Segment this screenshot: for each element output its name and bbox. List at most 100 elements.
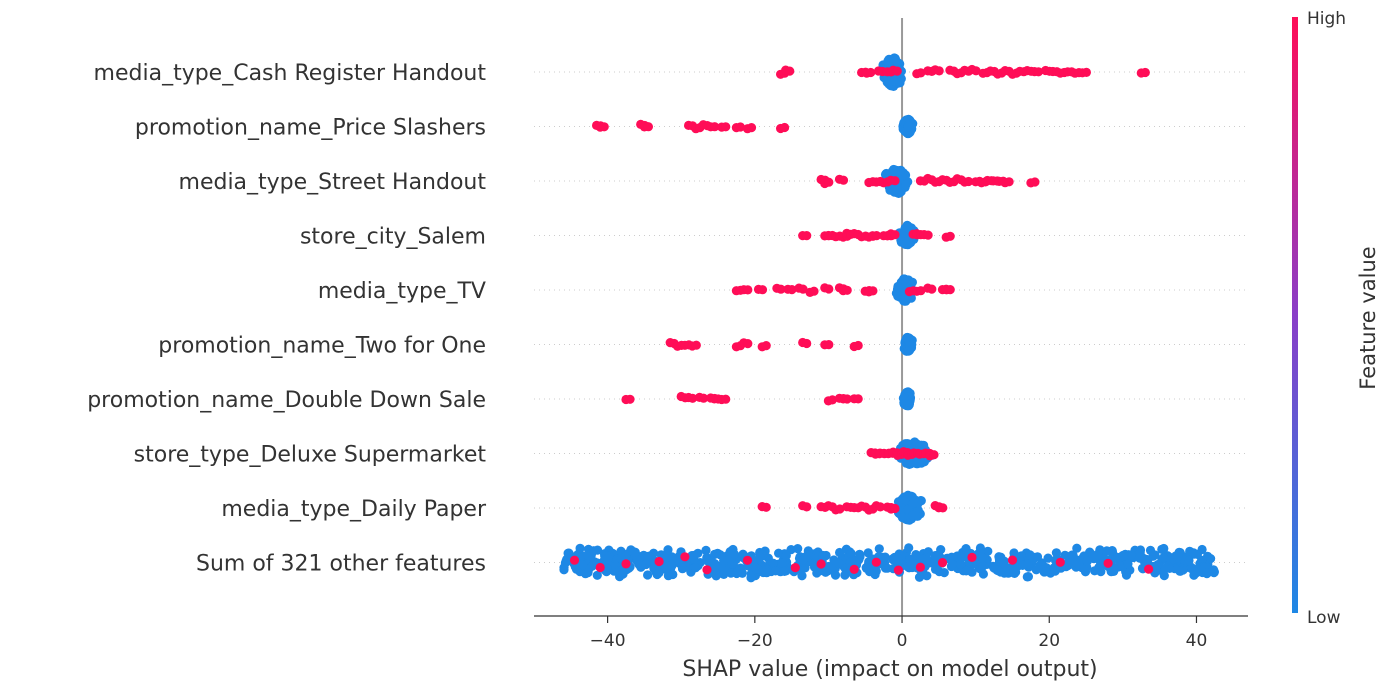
point-high bbox=[890, 503, 900, 514]
point-high bbox=[824, 177, 834, 187]
point-high bbox=[971, 66, 981, 76]
point-high bbox=[875, 502, 885, 512]
point-high bbox=[842, 285, 852, 295]
point-low bbox=[862, 563, 872, 574]
point-high bbox=[916, 68, 926, 78]
point-high bbox=[569, 555, 580, 565]
point-low bbox=[1202, 568, 1212, 578]
point-low bbox=[905, 554, 915, 565]
point-low bbox=[887, 167, 897, 177]
point-low bbox=[797, 571, 807, 581]
point-low bbox=[1032, 552, 1043, 562]
point-low bbox=[978, 569, 989, 579]
point-low bbox=[846, 548, 856, 558]
point-low bbox=[906, 491, 916, 501]
point-low bbox=[755, 553, 765, 563]
point-high bbox=[1030, 177, 1040, 187]
point-low bbox=[812, 568, 822, 578]
point-low bbox=[800, 552, 811, 562]
point-low bbox=[711, 571, 721, 581]
point-high bbox=[853, 340, 863, 351]
point-high bbox=[892, 66, 902, 76]
point-high bbox=[798, 284, 808, 294]
point-low bbox=[913, 441, 923, 451]
point-high bbox=[743, 285, 753, 295]
point-low bbox=[918, 554, 928, 565]
point-low bbox=[689, 550, 699, 561]
point-low bbox=[1118, 551, 1128, 561]
point-high bbox=[838, 175, 849, 185]
point-low bbox=[977, 553, 987, 563]
feature-label: store_type_Deluxe Supermarket bbox=[134, 443, 487, 468]
point-high bbox=[721, 394, 731, 404]
x-ticks: −40 −20 0 20 40 bbox=[590, 616, 1208, 651]
point-low bbox=[1022, 572, 1032, 582]
feature-label: promotion_name_Price Slashers bbox=[135, 116, 486, 141]
point-high bbox=[929, 450, 939, 460]
point-high bbox=[824, 340, 834, 350]
point-high bbox=[835, 504, 845, 514]
point-high bbox=[872, 231, 882, 241]
point-high bbox=[1055, 557, 1065, 567]
point-low bbox=[947, 559, 957, 569]
point-high bbox=[787, 285, 797, 295]
point-low bbox=[999, 558, 1009, 569]
point-low bbox=[908, 499, 918, 509]
point-low bbox=[1064, 557, 1074, 567]
colorbar-low-label: Low bbox=[1307, 608, 1341, 628]
point-low bbox=[667, 554, 677, 564]
feature-label: store_city_Salem bbox=[300, 225, 486, 250]
point-high bbox=[1033, 67, 1044, 77]
point-high bbox=[1004, 177, 1014, 187]
point-high bbox=[871, 557, 881, 567]
point-low bbox=[701, 545, 711, 556]
point-low bbox=[947, 552, 957, 562]
point-low bbox=[661, 564, 671, 574]
point-low bbox=[901, 180, 911, 190]
point-high bbox=[776, 284, 786, 294]
point-low bbox=[1025, 550, 1035, 560]
point-low bbox=[702, 555, 712, 565]
point-high bbox=[916, 286, 926, 296]
point-low bbox=[1040, 567, 1050, 577]
feature-label: Sum of 321 other features bbox=[196, 552, 486, 577]
point-high bbox=[688, 393, 698, 403]
point-high bbox=[890, 176, 900, 186]
point-low bbox=[1173, 552, 1183, 562]
point-high bbox=[654, 556, 664, 567]
point-low bbox=[709, 563, 720, 573]
point-high bbox=[702, 565, 712, 575]
point-high bbox=[934, 66, 944, 76]
point-low bbox=[663, 571, 674, 581]
point-low bbox=[589, 546, 599, 556]
feature-label: promotion_name_Double Down Sale bbox=[87, 388, 486, 413]
point-high bbox=[1140, 67, 1150, 78]
point-high bbox=[1103, 558, 1113, 568]
row-guides bbox=[534, 71, 1248, 563]
point-low bbox=[735, 563, 746, 573]
point-low bbox=[956, 559, 966, 570]
point-low bbox=[899, 399, 909, 409]
point-low bbox=[989, 563, 999, 573]
point-low bbox=[1134, 553, 1145, 563]
point-low bbox=[939, 568, 949, 578]
point-high bbox=[802, 502, 812, 512]
point-low bbox=[643, 570, 653, 580]
x-tick-label: 40 bbox=[1186, 631, 1208, 651]
point-high bbox=[1144, 564, 1154, 574]
point-high bbox=[691, 340, 701, 350]
data-points bbox=[559, 53, 1219, 583]
point-high bbox=[890, 230, 900, 240]
point-low bbox=[1095, 545, 1105, 555]
point-low bbox=[1175, 566, 1185, 576]
point-low bbox=[1145, 545, 1156, 556]
point-low bbox=[641, 559, 651, 570]
point-low bbox=[1123, 559, 1133, 569]
point-low bbox=[1060, 550, 1070, 560]
point-low bbox=[768, 558, 778, 568]
feature-label: media_type_Cash Register Handout bbox=[94, 61, 487, 86]
point-high bbox=[780, 122, 790, 133]
point-low bbox=[678, 563, 688, 573]
point-low bbox=[729, 549, 740, 559]
point-low bbox=[930, 551, 940, 561]
